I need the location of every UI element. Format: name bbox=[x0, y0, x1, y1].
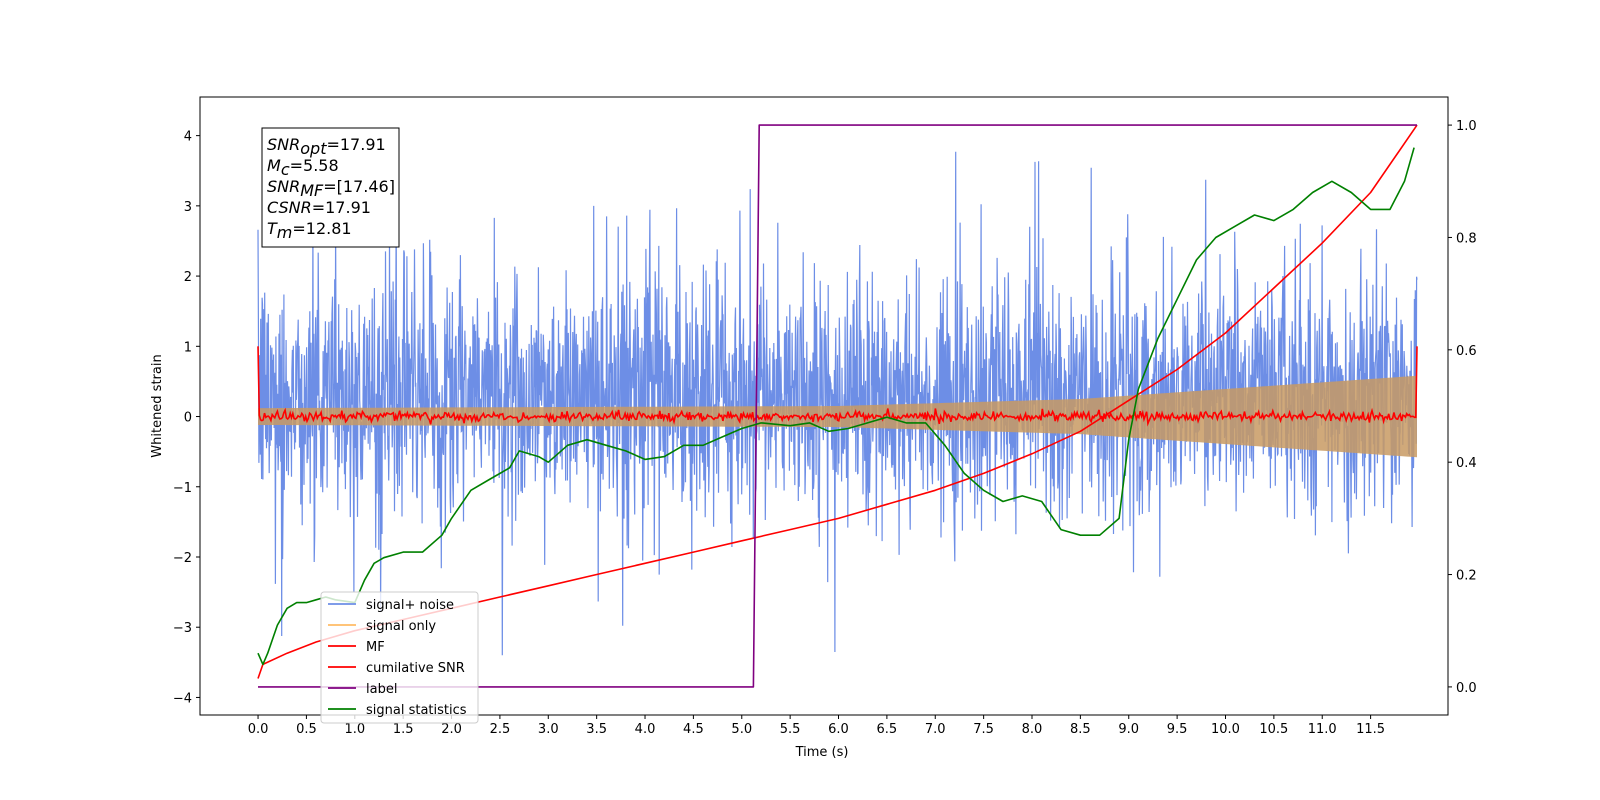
info-line: CSNR=17.91 bbox=[267, 198, 371, 217]
x-tick-label: 10.0 bbox=[1211, 722, 1240, 737]
series-signal-statistics bbox=[257, 147, 1415, 666]
y-tick-label: 1 bbox=[184, 340, 192, 355]
x-tick-label: 11.5 bbox=[1356, 722, 1385, 737]
legend-label: signal+ noise bbox=[366, 598, 454, 613]
x-tick-label: 9.5 bbox=[1167, 722, 1188, 737]
x-tick-label: 10.5 bbox=[1259, 722, 1288, 737]
x-tick-label: 0.5 bbox=[296, 722, 317, 737]
x-tick-label: 0.0 bbox=[248, 722, 269, 737]
info-box-frame bbox=[261, 127, 400, 248]
y-tick-label: −4 bbox=[173, 691, 192, 706]
plot-frame bbox=[199, 96, 1449, 716]
x-tick-label: 7.0 bbox=[925, 722, 946, 737]
x-tick-label: 1.5 bbox=[393, 722, 414, 737]
info-line: Mc=5.58 bbox=[267, 156, 339, 179]
info-box: SNRopt=17.91Mc=5.58SNRMF=[17.46]CSNR=17.… bbox=[261, 127, 400, 248]
y-tick-label: −1 bbox=[173, 481, 192, 496]
info-line: Tm=12.81 bbox=[267, 219, 352, 242]
y-right-tick-label: 0.0 bbox=[1456, 681, 1477, 696]
y-tick-label: 2 bbox=[184, 270, 192, 285]
y-right-tick-label: 0.2 bbox=[1456, 569, 1477, 584]
y-tick-label: 3 bbox=[184, 200, 192, 215]
legend-label: signal statistics bbox=[366, 703, 467, 718]
x-tick-label: 11.0 bbox=[1308, 722, 1337, 737]
x-tick-label: 9.0 bbox=[1118, 722, 1139, 737]
y-tick-label: −3 bbox=[173, 621, 192, 636]
x-tick-label: 8.0 bbox=[1022, 722, 1043, 737]
x-tick-label: 6.5 bbox=[877, 722, 898, 737]
x-tick-label: 2.5 bbox=[490, 722, 511, 737]
legend-label: MF bbox=[366, 640, 385, 655]
x-tick-label: 1.0 bbox=[344, 722, 365, 737]
x-tick-label: 7.5 bbox=[973, 722, 994, 737]
x-tick-label: 6.0 bbox=[828, 722, 849, 737]
x-tick-label: 2.0 bbox=[441, 722, 462, 737]
x-tick-label: 5.5 bbox=[780, 722, 801, 737]
legend: signal+ noise signal only MF cumilative SNR… bbox=[320, 591, 479, 724]
x-axis-label: Time (s) bbox=[795, 745, 849, 760]
legend-label: cumilative SNR bbox=[366, 661, 465, 676]
info-line: SNRopt=17.91 bbox=[267, 135, 386, 158]
legend-frame bbox=[320, 591, 479, 724]
legend-label: signal only bbox=[366, 619, 436, 634]
y-right-tick-label: 0.4 bbox=[1456, 456, 1477, 471]
x-tick-label: 5.0 bbox=[731, 722, 752, 737]
y-tick-label: 4 bbox=[184, 130, 192, 145]
y-tick-label: 0 bbox=[184, 411, 192, 426]
series-signal-noise bbox=[257, 151, 1418, 656]
y-right-tick-label: 0.6 bbox=[1456, 344, 1477, 359]
y-right-tick-label: 1.0 bbox=[1456, 119, 1477, 134]
legend-label: label bbox=[366, 682, 397, 697]
x-tick-label: 3.5 bbox=[586, 722, 607, 737]
y-tick-label: −2 bbox=[173, 551, 192, 566]
y-axis-label: Whitened strain bbox=[150, 354, 165, 457]
info-line: SNRMF=[17.46] bbox=[267, 177, 395, 200]
x-tick-label: 4.5 bbox=[683, 722, 704, 737]
series-mf bbox=[257, 346, 1418, 427]
series-label bbox=[258, 124, 1417, 688]
x-tick-label: 4.0 bbox=[635, 722, 656, 737]
x-tick-label: 8.5 bbox=[1070, 722, 1091, 737]
x-tick-label: 3.0 bbox=[538, 722, 559, 737]
y-right-tick-label: 0.8 bbox=[1456, 231, 1477, 246]
